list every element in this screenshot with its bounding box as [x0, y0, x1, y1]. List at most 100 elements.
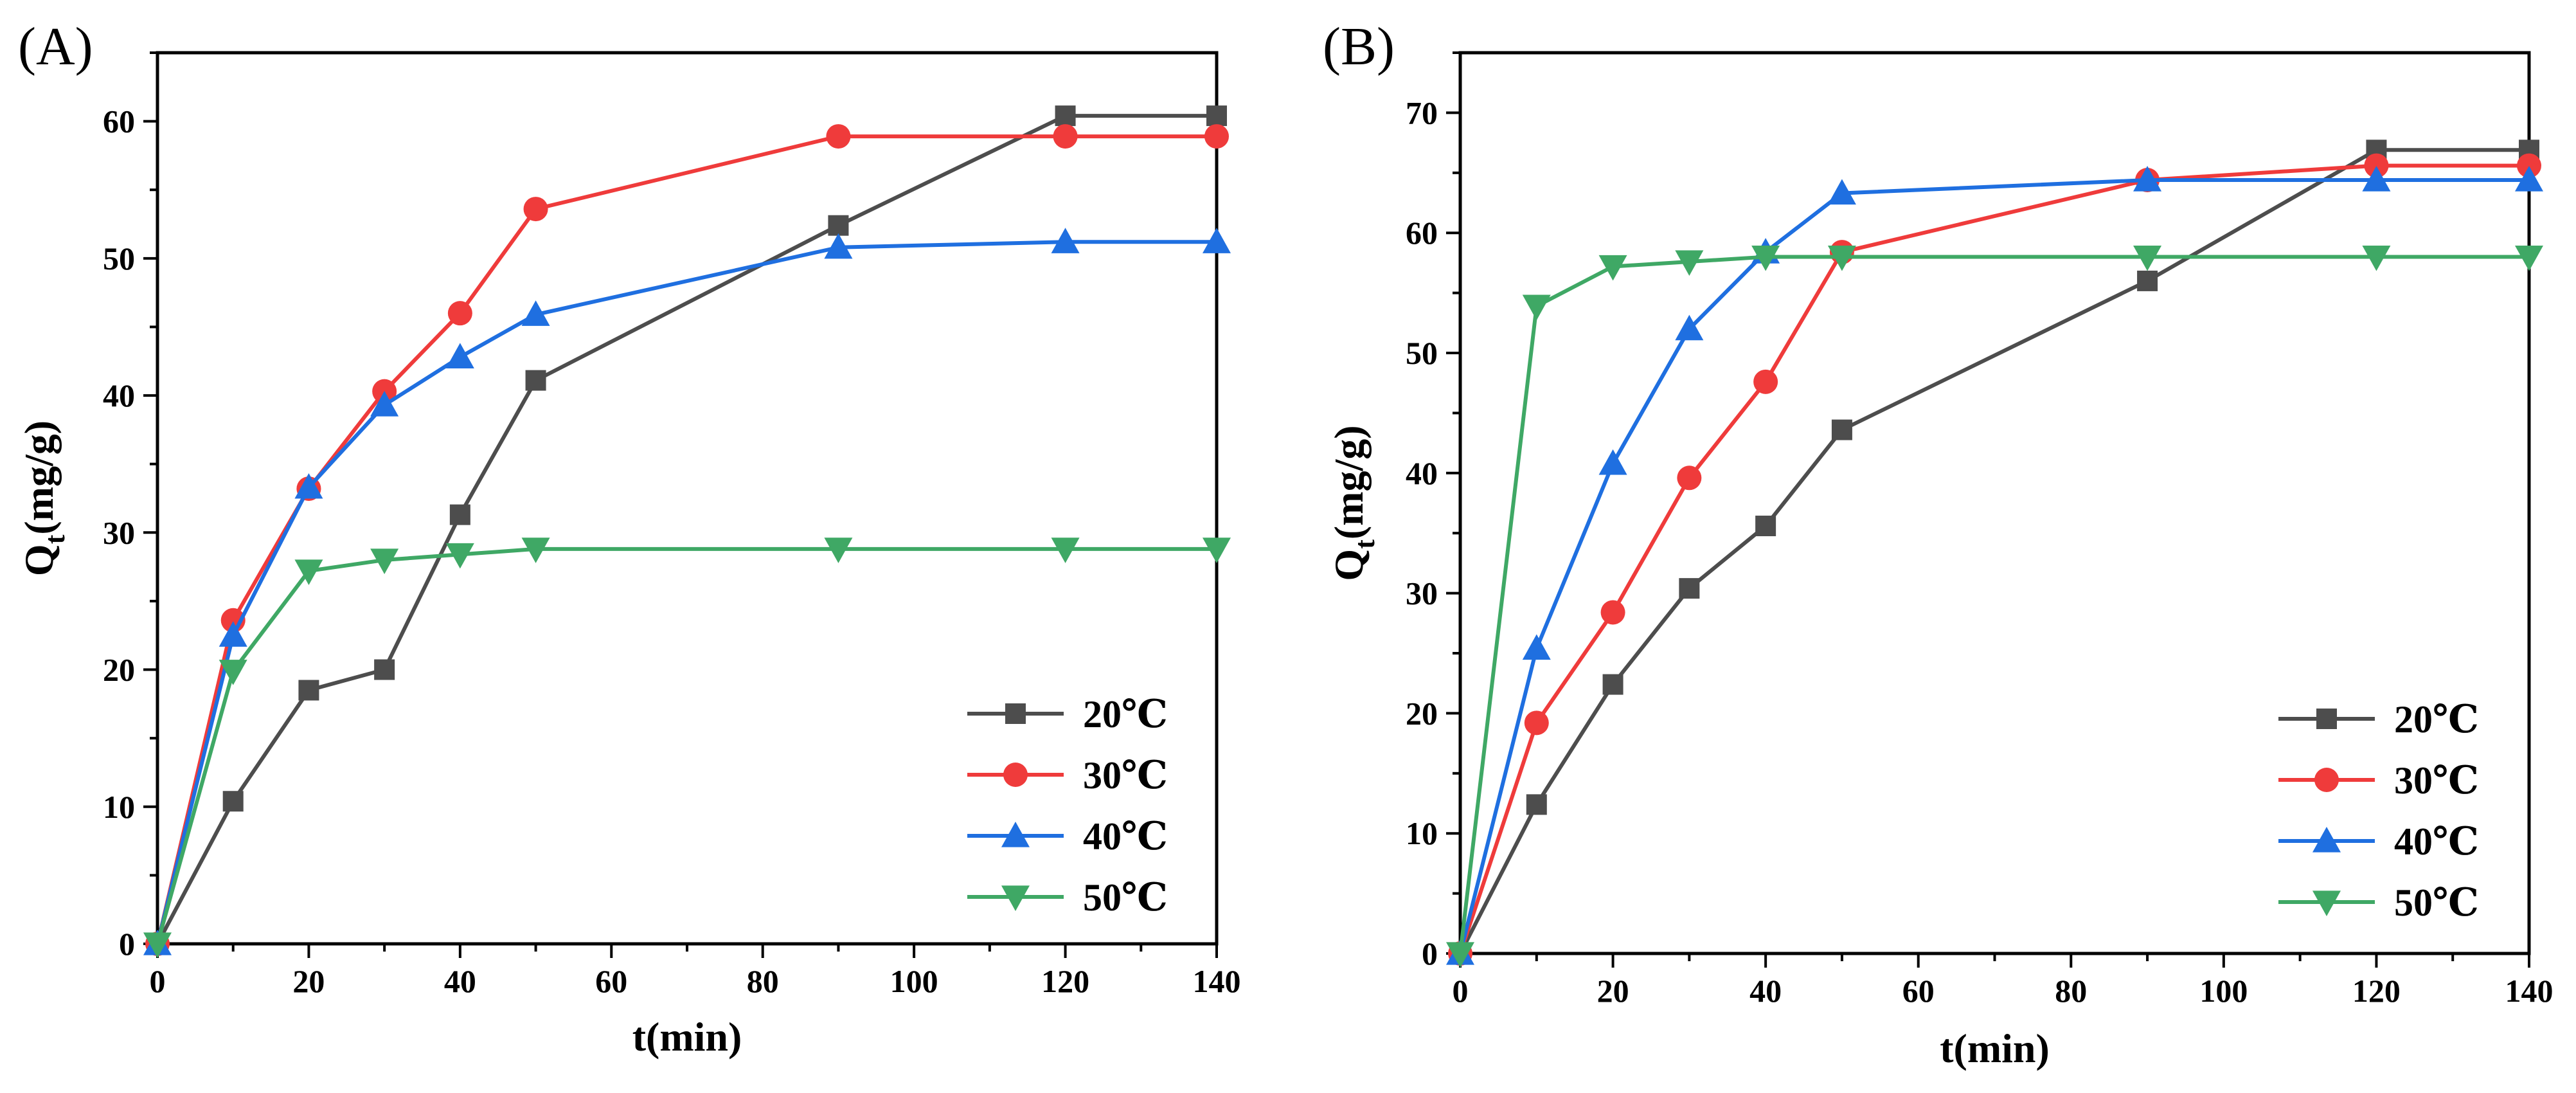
- data-point: [1827, 245, 1856, 271]
- series-triangle-down: [1446, 245, 2543, 968]
- legend-entry: 50℃: [967, 876, 1168, 919]
- data-point: [2137, 270, 2158, 291]
- x-tick-label: 40: [444, 963, 476, 999]
- y-tick-label: 70: [1406, 95, 1438, 131]
- y-axis-title: Qt(mg/g): [16, 420, 71, 576]
- data-point: [374, 659, 395, 680]
- legend-marker: [2314, 768, 2339, 792]
- x-tick-label: 40: [1749, 973, 1782, 1009]
- x-tick-label: 60: [1902, 973, 1935, 1009]
- y-axis-title-unit: (mg/g): [1326, 425, 1372, 539]
- data-point: [2515, 245, 2543, 271]
- legend-entry: 20℃: [967, 693, 1168, 736]
- data-point: [1598, 449, 1627, 475]
- series-triangle-up: [1446, 166, 2543, 965]
- data-point: [521, 300, 550, 326]
- y-tick-label: 10: [103, 789, 135, 825]
- data-point: [1831, 419, 1852, 440]
- legend-entry: 20℃: [2278, 698, 2479, 741]
- data-point: [1053, 124, 1078, 149]
- x-tick-label: 80: [747, 963, 779, 999]
- data-point: [143, 932, 172, 958]
- data-point: [219, 621, 247, 647]
- x-axis-title: t(min): [632, 1014, 742, 1060]
- data-point: [447, 301, 472, 326]
- y-tick-label: 30: [1406, 575, 1438, 611]
- data-point: [824, 537, 853, 563]
- x-tick-label: 0: [1453, 973, 1469, 1009]
- data-point: [2364, 153, 2389, 178]
- data-point: [828, 215, 849, 236]
- data-point: [1203, 537, 1231, 563]
- data-point: [1203, 228, 1231, 253]
- data-point: [370, 548, 399, 574]
- series-line: [156, 546, 1217, 944]
- chart-panel-a: (A)0 20 40 60 80 100 120 1400102030405060t(min)…: [16, 17, 1241, 1060]
- series-line: [156, 240, 1217, 944]
- y-tick-label: 20: [1406, 695, 1438, 731]
- data-point: [523, 197, 548, 222]
- data-point: [1753, 369, 1778, 394]
- legend-entry: 40℃: [967, 815, 1168, 858]
- y-tick-label: 60: [1406, 215, 1438, 251]
- data-point: [294, 473, 323, 499]
- legend-marker: [2312, 890, 2341, 916]
- data-point: [826, 124, 851, 149]
- data-point: [1206, 105, 1227, 127]
- series-triangle-up: [143, 228, 1231, 955]
- data-point: [2362, 166, 2391, 192]
- legend-entry: 40℃: [2278, 820, 2479, 863]
- data-point: [1675, 314, 1704, 341]
- data-point: [370, 391, 399, 417]
- y-tick-label: 0: [1422, 935, 1438, 971]
- x-tick-label: 100: [2199, 973, 2248, 1009]
- legend-label: 30℃: [1083, 754, 1168, 797]
- x-tick-label: 60: [595, 963, 627, 999]
- data-point: [1755, 515, 1776, 536]
- legend-marker: [2316, 709, 2337, 729]
- panel-label: (B): [1323, 17, 1395, 77]
- y-axis-title-subscript: t: [1349, 539, 1381, 549]
- legend-entry: 50℃: [2278, 881, 2479, 924]
- x-tick-label: 0: [150, 963, 166, 999]
- y-tick-label: 50: [1406, 335, 1438, 371]
- legend-label: 20℃: [1083, 693, 1168, 736]
- data-point: [1051, 537, 1080, 563]
- data-point: [1677, 465, 1702, 491]
- data-point: [445, 543, 474, 569]
- data-point: [2133, 166, 2162, 192]
- y-tick-label: 30: [103, 514, 135, 550]
- data-point: [2517, 153, 2541, 178]
- x-tick-label: 140: [2505, 973, 2554, 1009]
- data-point: [1522, 634, 1551, 660]
- x-tick-label: 120: [2352, 973, 2401, 1009]
- legend-marker: [1001, 885, 1030, 911]
- legend-entry: 30℃: [2278, 759, 2479, 802]
- x-tick-label: 20: [1597, 973, 1629, 1009]
- y-tick-label: 20: [103, 652, 135, 688]
- data-point: [1600, 600, 1625, 625]
- y-axis-title-unit: (mg/g): [16, 420, 62, 535]
- data-point: [1675, 250, 1704, 276]
- series-line: [156, 114, 1217, 945]
- x-tick-label: 140: [1193, 963, 1241, 999]
- data-point: [824, 233, 853, 259]
- x-tick-label: 100: [890, 963, 938, 999]
- data-point: [294, 559, 323, 586]
- data-point: [1526, 794, 1547, 815]
- series-square: [1450, 140, 2539, 964]
- y-tick-label: 50: [103, 240, 135, 276]
- data-point: [1522, 294, 1551, 321]
- x-axis-title: t(min): [1940, 1025, 2050, 1071]
- data-point: [1446, 942, 1474, 968]
- data-point: [2362, 245, 2391, 271]
- data-point: [1598, 255, 1627, 281]
- legend-label: 20℃: [2394, 698, 2479, 741]
- data-point: [1055, 105, 1076, 127]
- data-point: [219, 660, 247, 685]
- legend-label: 50℃: [2394, 881, 2479, 924]
- data-point: [1679, 578, 1700, 599]
- data-point: [2133, 245, 2162, 271]
- series-square: [147, 105, 1227, 954]
- y-tick-label: 40: [103, 377, 135, 413]
